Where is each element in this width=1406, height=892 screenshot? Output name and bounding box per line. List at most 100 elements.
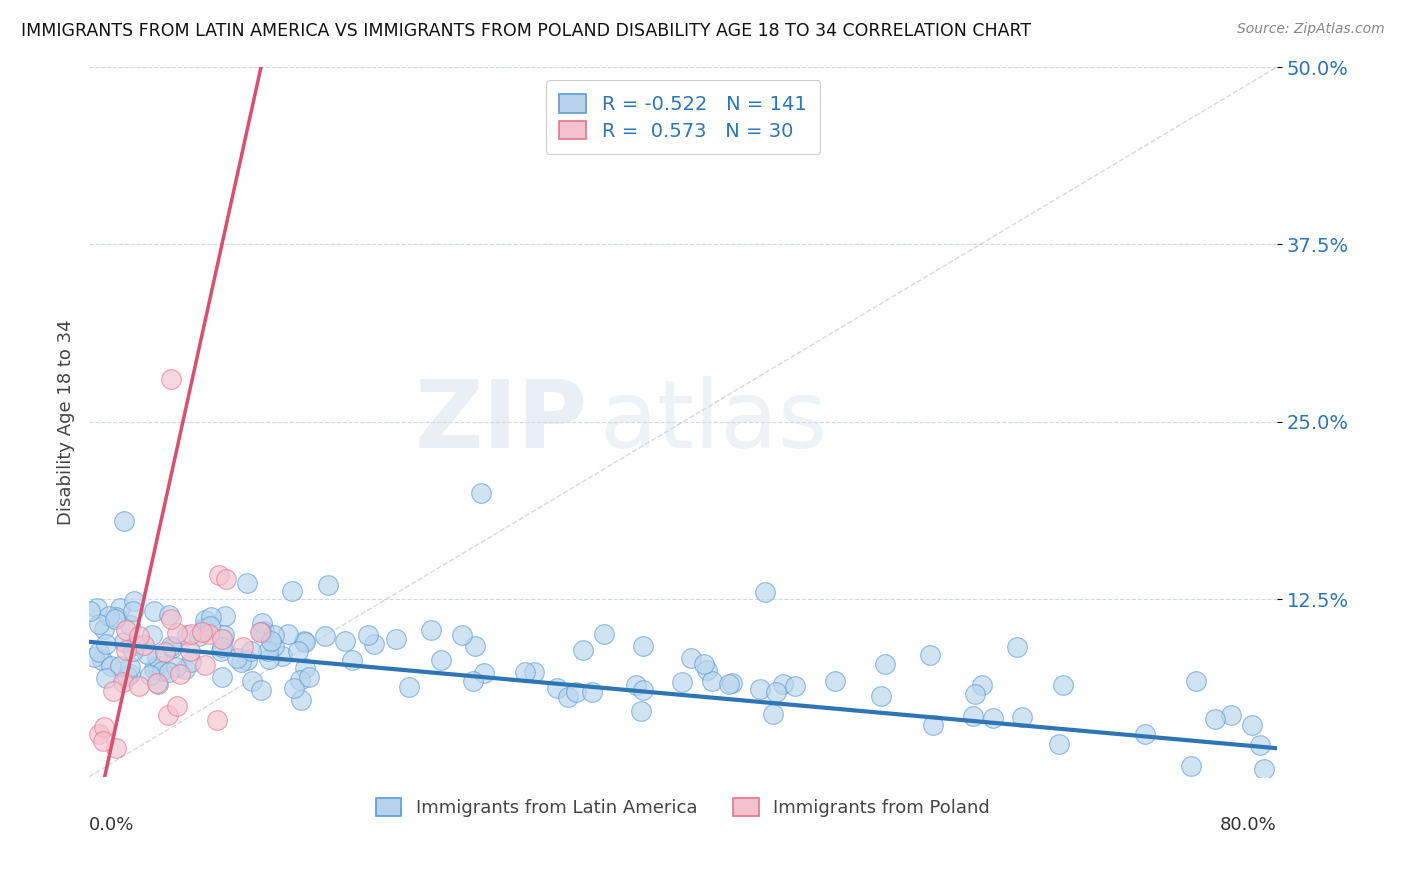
Point — [869, 690, 891, 704]
Point — [100, 659, 122, 673]
Point — [146, 649, 169, 664]
Point — [153, 645, 176, 659]
Point — [463, 673, 485, 688]
Point — [205, 713, 228, 727]
Point — [174, 662, 197, 676]
Point — [419, 623, 441, 637]
Point — [294, 661, 316, 675]
Point — [292, 634, 315, 648]
Point — [253, 624, 276, 638]
Point — [110, 659, 132, 673]
Point — [211, 670, 233, 684]
Point — [188, 629, 211, 643]
Point — [290, 692, 312, 706]
Point — [135, 647, 157, 661]
Point — [1240, 717, 1263, 731]
Point — [146, 659, 169, 673]
Point — [240, 673, 263, 688]
Point — [143, 662, 166, 676]
Point — [122, 644, 145, 658]
Point — [128, 679, 150, 693]
Point — [231, 655, 253, 669]
Point — [105, 610, 128, 624]
Text: 80.0%: 80.0% — [1220, 815, 1277, 834]
Point — [363, 637, 385, 651]
Point — [142, 604, 165, 618]
Point — [89, 645, 111, 659]
Point — [250, 624, 273, 639]
Point — [294, 634, 316, 648]
Point — [290, 673, 312, 688]
Point — [93, 622, 115, 636]
Point — [983, 711, 1005, 725]
Point — [118, 618, 141, 632]
Point — [198, 627, 221, 641]
Point — [94, 671, 117, 685]
Text: IMMIGRANTS FROM LATIN AMERICA VS IMMIGRANTS FROM POLAND DISABILITY AGE 18 TO 34 : IMMIGRANTS FROM LATIN AMERICA VS IMMIGRA… — [21, 22, 1031, 40]
Point — [194, 624, 217, 638]
Point — [430, 653, 453, 667]
Point — [176, 627, 198, 641]
Point — [260, 634, 283, 648]
Point — [333, 634, 356, 648]
Point — [565, 685, 588, 699]
Point — [159, 612, 181, 626]
Point — [873, 657, 896, 671]
Point — [1185, 674, 1208, 689]
Point — [214, 628, 236, 642]
Point — [166, 698, 188, 713]
Point — [134, 638, 156, 652]
Point — [772, 677, 794, 691]
Point — [754, 585, 776, 599]
Point — [79, 604, 101, 618]
Point — [581, 684, 603, 698]
Point — [263, 640, 285, 654]
Point — [86, 600, 108, 615]
Point — [1047, 737, 1070, 751]
Point — [112, 634, 135, 648]
Point — [1219, 707, 1241, 722]
Point — [546, 681, 568, 696]
Point — [162, 641, 184, 656]
Point — [200, 610, 222, 624]
Point — [720, 676, 742, 690]
Point — [159, 372, 181, 386]
Point — [190, 624, 212, 639]
Text: 0.0%: 0.0% — [89, 815, 135, 834]
Y-axis label: Disability Age 18 to 34: Disability Age 18 to 34 — [58, 319, 75, 524]
Point — [105, 741, 128, 756]
Legend: Immigrants from Latin America, Immigrants from Poland: Immigrants from Latin America, Immigrant… — [368, 791, 997, 824]
Point — [108, 601, 131, 615]
Point — [472, 666, 495, 681]
Point — [277, 627, 299, 641]
Point — [702, 673, 724, 688]
Point — [209, 644, 232, 658]
Point — [212, 632, 235, 647]
Point — [1052, 678, 1074, 692]
Point — [157, 665, 180, 680]
Point — [159, 639, 181, 653]
Text: atlas: atlas — [600, 376, 828, 468]
Point — [180, 655, 202, 669]
Point — [679, 651, 702, 665]
Point — [104, 612, 127, 626]
Point — [783, 680, 806, 694]
Point — [263, 628, 285, 642]
Point — [824, 674, 846, 689]
Point — [624, 677, 647, 691]
Point — [357, 627, 380, 641]
Point — [398, 680, 420, 694]
Point — [121, 604, 143, 618]
Point — [340, 653, 363, 667]
Point — [120, 660, 142, 674]
Point — [91, 652, 114, 666]
Point — [166, 625, 188, 640]
Point — [314, 629, 336, 643]
Point — [235, 576, 257, 591]
Point — [523, 665, 546, 680]
Point — [693, 657, 716, 671]
Point — [1133, 726, 1156, 740]
Point — [962, 708, 984, 723]
Point — [194, 613, 217, 627]
Point — [115, 643, 138, 657]
